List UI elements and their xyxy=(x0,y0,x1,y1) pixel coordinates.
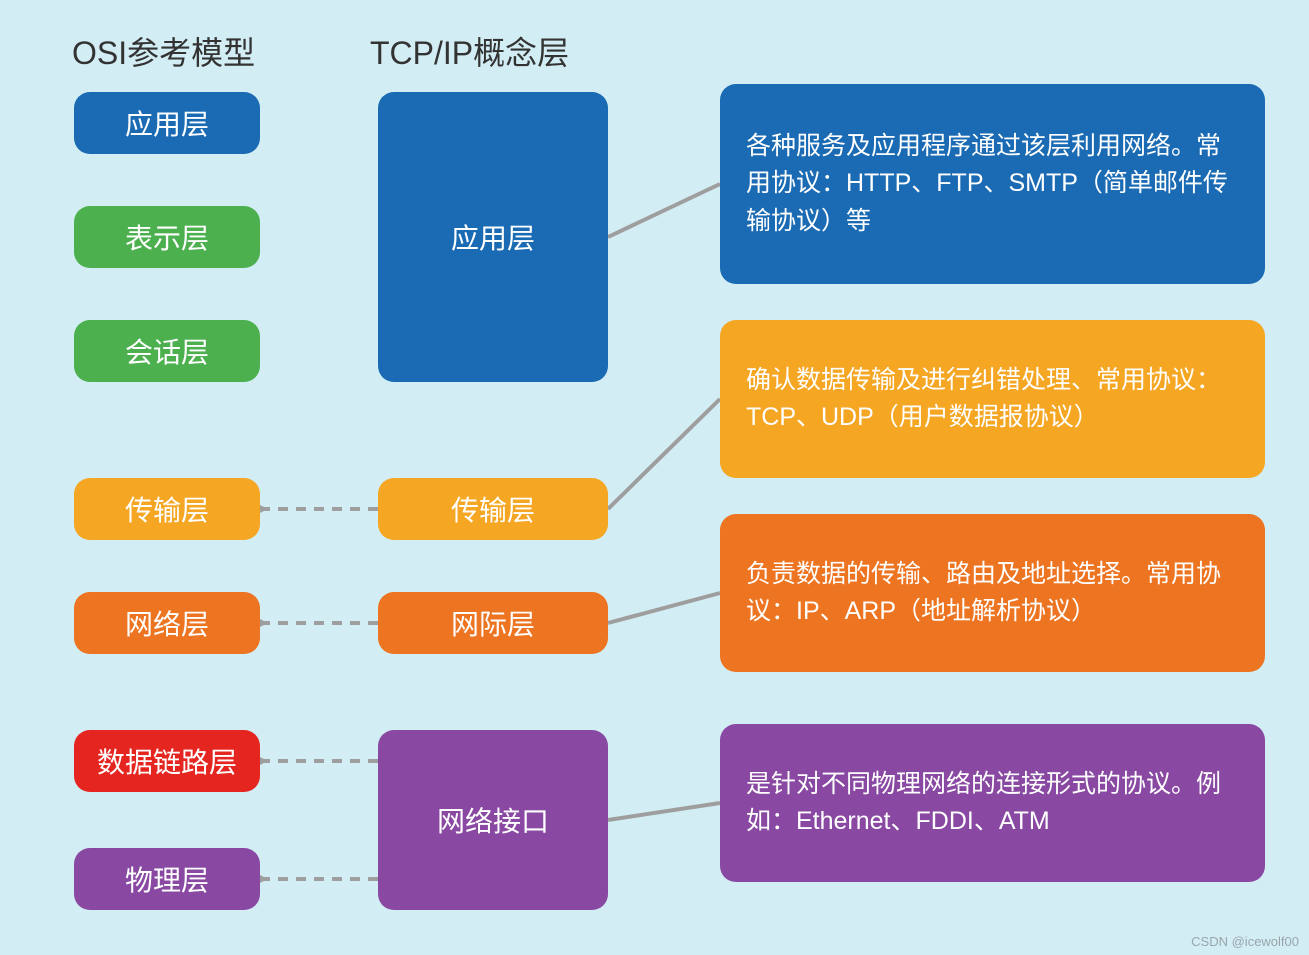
tcpip-layer-1: 传输层 xyxy=(378,478,608,540)
tcpip-layer-0: 应用层 xyxy=(378,92,608,382)
solid-line-0 xyxy=(608,184,720,237)
osi-layer-2: 会话层 xyxy=(74,320,260,382)
solid-line-1 xyxy=(608,399,720,509)
osi-layer-6: 物理层 xyxy=(74,848,260,910)
desc-box-2: 负责数据的传输、路由及地址选择。常用协议：IP、ARP（地址解析协议） xyxy=(720,514,1265,672)
osi-layer-1: 表示层 xyxy=(74,206,260,268)
desc-box-1: 确认数据传输及进行纠错处理、常用协议：TCP、UDP（用户数据报协议） xyxy=(720,320,1265,478)
osi-layer-3: 传输层 xyxy=(74,478,260,540)
desc-box-3: 是针对不同物理网络的连接形式的协议。例如：Ethernet、FDDI、ATM xyxy=(720,724,1265,882)
osi-layer-0: 应用层 xyxy=(74,92,260,154)
osi-layer-5: 数据链路层 xyxy=(74,730,260,792)
solid-line-3 xyxy=(608,803,720,820)
desc-box-0: 各种服务及应用程序通过该层利用网络。常用协议：HTTP、FTP、SMTP（简单邮… xyxy=(720,84,1265,284)
osi-layer-4: 网络层 xyxy=(74,592,260,654)
heading-tcpip: TCP/IP概念层 xyxy=(370,28,569,74)
watermark: CSDN @icewolf00 xyxy=(1191,934,1299,949)
tcpip-layer-3: 网络接口 xyxy=(378,730,608,910)
tcpip-layer-2: 网际层 xyxy=(378,592,608,654)
heading-osi: OSI参考模型 xyxy=(72,28,255,74)
solid-line-2 xyxy=(608,593,720,623)
